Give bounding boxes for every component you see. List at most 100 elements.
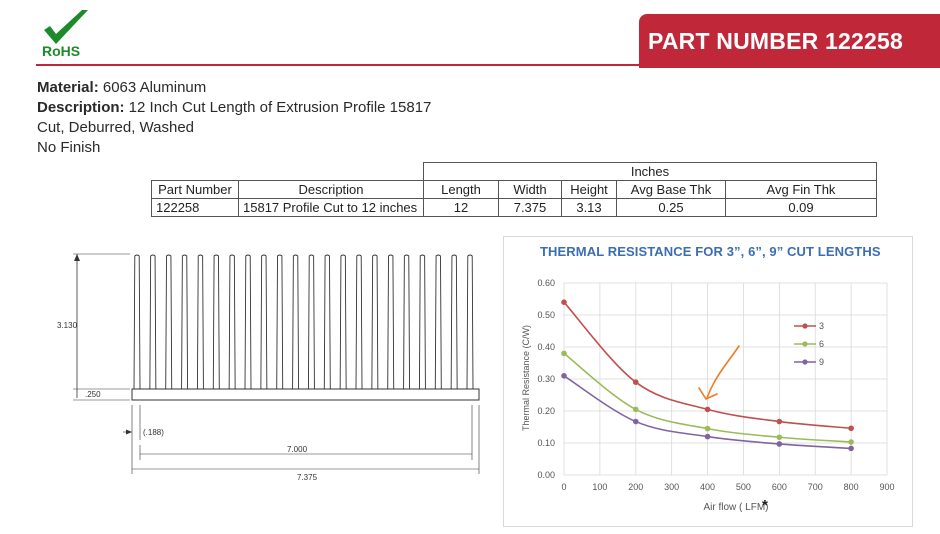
y-axis-label: Thermal Resistance (C/W) (521, 325, 531, 431)
fin (292, 254, 300, 390)
x-tick-label: 800 (844, 482, 859, 492)
x-tick-labels: 0 100 200 300 400 500 600 700 800 900 (561, 482, 894, 492)
fin (450, 254, 458, 390)
fin (260, 254, 268, 390)
chart-frame (503, 236, 913, 527)
data-point-6 (848, 439, 854, 445)
legend-label-9: 9 (819, 357, 824, 367)
y-tick-label: 0.40 (537, 342, 555, 352)
col-height: Height (561, 180, 617, 199)
dim-base: .250 (85, 390, 101, 399)
finish-line: No Finish (37, 139, 101, 156)
legend-label-6: 6 (819, 339, 824, 349)
x-axis-label-mark: * (762, 497, 768, 514)
data-point-9 (561, 373, 567, 379)
fin (371, 254, 379, 390)
x-axis-label: Air flow ( LFM) (704, 502, 769, 513)
table-group-row: Inches (152, 162, 877, 181)
fin (403, 254, 411, 390)
cell-height: 3.13 (561, 198, 617, 217)
part-number-title: PART NUMBER 122258 (648, 27, 903, 54)
x-tick-label: 500 (736, 482, 751, 492)
col-part-number: Part Number (151, 180, 239, 199)
header-rule (36, 64, 640, 66)
data-point-3 (776, 418, 783, 425)
dim-fin-gap: (.188) (143, 428, 164, 437)
x-tick-label: 100 (592, 482, 607, 492)
description-label: Description: (37, 99, 125, 116)
table-header-row: Part Number Description Length Width Hei… (151, 180, 877, 199)
rohs-label: RoHS (42, 43, 80, 59)
col-width: Width (498, 180, 562, 199)
profile-drawing: 3.130 .250 (.188) 7.000 7.375 (57, 253, 480, 482)
part-number-banner: PART NUMBER 122258 (639, 14, 940, 68)
cell-avg-fin-thk: 0.09 (725, 198, 877, 217)
cell-width: 7.375 (498, 198, 562, 217)
group-header-inches: Inches (423, 162, 877, 181)
fin (387, 254, 395, 390)
x-tick-label: 0 (561, 482, 566, 492)
fin (339, 254, 347, 390)
x-tick-label: 200 (628, 482, 643, 492)
col-avg-base-thk: Avg Base Thk (616, 180, 726, 199)
col-avg-fin-thk: Avg Fin Thk (725, 180, 877, 199)
process-line: Cut, Deburred, Washed (37, 119, 195, 136)
material-line: Material: 6063 Aluminum (37, 78, 431, 98)
data-point-3 (632, 379, 639, 385)
data-point-9 (848, 445, 854, 452)
thermal-resistance-chart: 0.00 0.10 0.20 0.30 0.40 0.50 0.60 0 100 200 300 4… (521, 278, 895, 514)
y-tick-label: 0.60 (537, 278, 555, 288)
fin (307, 254, 315, 390)
annotation-arrow (698, 345, 740, 401)
data-point-9 (776, 441, 783, 447)
data-point-6 (776, 434, 783, 441)
dim-width-inner: 7.000 (287, 445, 308, 454)
col-description: Description (238, 180, 424, 199)
fin (323, 254, 331, 390)
arrow-right-icon (126, 429, 132, 435)
fin (212, 254, 220, 390)
description-value: 12 Inch Cut Length of Extrusion Profile … (124, 99, 432, 116)
cell-description: 15817 Profile Cut to 12 inches (238, 198, 424, 217)
data-point-3 (561, 299, 567, 305)
fin (244, 254, 252, 390)
fin (228, 254, 236, 390)
fin (418, 254, 426, 390)
fin-group (133, 254, 474, 390)
cell-avg-base-thk: 0.25 (616, 198, 726, 217)
material-value: 6063 Aluminum (98, 79, 207, 96)
data-point-6 (632, 406, 639, 413)
fin (434, 254, 442, 390)
dim-width-outer: 7.375 (297, 473, 318, 482)
fin (133, 254, 141, 390)
x-tick-label: 700 (808, 482, 823, 492)
data-point-6 (704, 425, 711, 432)
y-tick-label: 0.50 (537, 310, 555, 320)
y-tick-label: 0.00 (537, 470, 555, 480)
y-tick-labels: 0.00 0.10 0.20 0.30 0.40 0.50 0.60 (537, 278, 555, 480)
fin (165, 254, 173, 390)
y-tick-label: 0.20 (537, 406, 555, 416)
legend-marker-3 (802, 323, 808, 329)
x-tick-label: 300 (664, 482, 679, 492)
fin (355, 254, 363, 390)
data-point-9 (704, 433, 711, 440)
spec-block: Material: 6063 Aluminum Description: 12 … (37, 78, 431, 158)
x-tick-label: 900 (879, 482, 894, 492)
fin (276, 254, 284, 390)
arrow-up-icon (74, 254, 80, 261)
chart-series (561, 299, 854, 452)
material-label: Material: (37, 79, 99, 96)
dimensions-table: Inches Part Number Description Length Wi… (151, 162, 877, 217)
x-tick-label: 400 (700, 482, 715, 492)
dim-height: 3.130 (57, 321, 78, 330)
fin (181, 254, 189, 390)
rohs-checkmark-icon (44, 10, 88, 44)
base-plate (131, 388, 480, 401)
cell-part-number: 122258 (151, 198, 239, 217)
fin (149, 254, 157, 390)
table-row: 122258 15817 Profile Cut to 12 inches 12… (151, 198, 877, 217)
legend-marker-9 (802, 359, 808, 365)
data-point-6 (561, 350, 567, 357)
x-tick-label: 600 (772, 482, 787, 492)
